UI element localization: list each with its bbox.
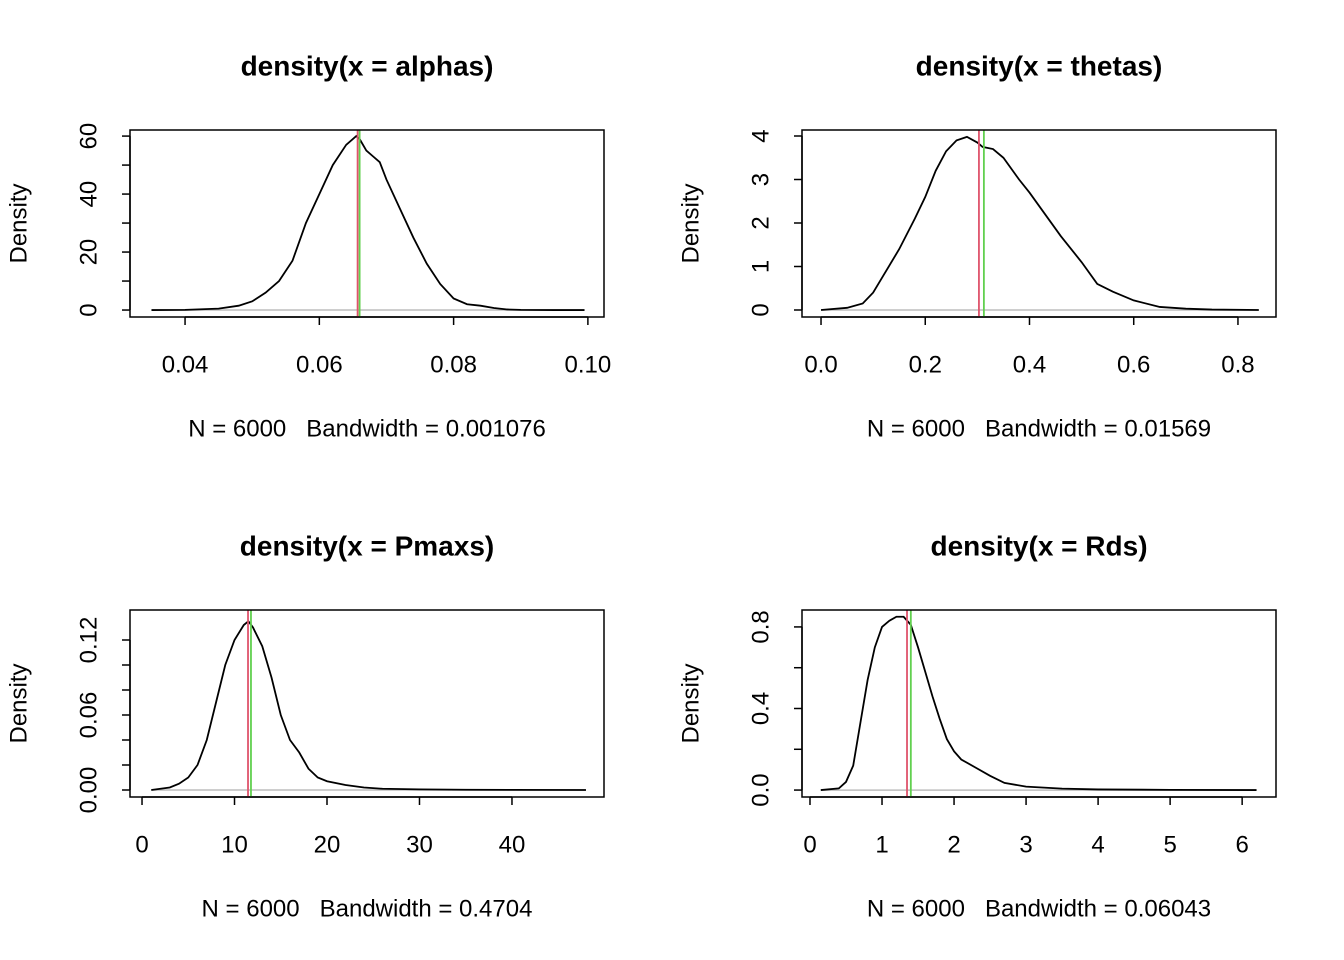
plot-box <box>129 609 605 798</box>
y-tick-label: 0.4 <box>747 692 774 725</box>
density-line <box>820 135 1259 311</box>
y-tick-label: 4 <box>747 129 774 142</box>
y-tick-label: 0.12 <box>75 617 102 664</box>
density-line <box>151 619 586 791</box>
y-tick-label: 0.8 <box>747 610 774 643</box>
x-axis-label: N = 6000 Bandwidth = 0.06043 <box>867 895 1211 922</box>
y-tick-label: 3 <box>747 173 774 186</box>
x-axis-label: N = 6000 Bandwidth = 0.01569 <box>867 415 1211 442</box>
x-tick-label: 40 <box>499 831 526 858</box>
x-tick-label: 4 <box>1091 831 1104 858</box>
x-tick-label: 0.2 <box>909 351 942 378</box>
x-tick-label: 10 <box>221 831 248 858</box>
y-axis-label: Density <box>5 183 32 263</box>
chart-title: density(x = Rds) <box>930 530 1147 561</box>
plot-box <box>129 129 605 318</box>
y-tick-label: 0.06 <box>75 692 102 739</box>
x-tick-label: 6 <box>1235 831 1248 858</box>
y-tick-label: 0.0 <box>747 773 774 806</box>
y-tick-label: 0 <box>747 303 774 316</box>
chart-title: density(x = thetas) <box>916 50 1163 81</box>
y-axis-label: Density <box>5 663 32 743</box>
y-tick-label: 40 <box>75 181 102 208</box>
x-tick-label: 0 <box>135 831 148 858</box>
x-axis-label: N = 6000 Bandwidth = 0.4704 <box>202 895 533 922</box>
x-axis-label: N = 6000 Bandwidth = 0.001076 <box>188 415 546 442</box>
y-axis-label: Density <box>677 663 704 743</box>
plot-box <box>801 609 1277 798</box>
y-tick-label: 0 <box>75 303 102 316</box>
x-tick-label: 0.4 <box>1013 351 1046 378</box>
x-tick-label: 1 <box>875 831 888 858</box>
plot-box <box>801 129 1277 318</box>
y-tick-label: 1 <box>747 260 774 273</box>
x-tick-label: 5 <box>1163 831 1176 858</box>
x-tick-label: 0.0 <box>804 351 837 378</box>
chart-title: density(x = Pmaxs) <box>240 530 494 561</box>
x-tick-label: 2 <box>947 831 960 858</box>
x-tick-label: 20 <box>314 831 341 858</box>
y-tick-label: 20 <box>75 239 102 266</box>
x-tick-label: 0 <box>803 831 816 858</box>
x-tick-label: 30 <box>406 831 433 858</box>
y-tick-label: 0.00 <box>75 767 102 814</box>
y-tick-label: 60 <box>75 123 102 150</box>
y-tick-label: 2 <box>747 216 774 229</box>
y-axis-label: Density <box>677 183 704 263</box>
x-tick-label: 0.6 <box>1117 351 1150 378</box>
x-tick-label: 0.08 <box>430 351 477 378</box>
x-tick-label: 0.8 <box>1221 351 1254 378</box>
x-tick-label: 0.10 <box>565 351 612 378</box>
x-tick-label: 0.04 <box>162 351 209 378</box>
x-tick-label: 3 <box>1019 831 1032 858</box>
density-line <box>151 134 585 311</box>
x-tick-label: 0.06 <box>296 351 343 378</box>
chart-title: density(x = alphas) <box>241 50 494 81</box>
density-line <box>820 615 1257 791</box>
